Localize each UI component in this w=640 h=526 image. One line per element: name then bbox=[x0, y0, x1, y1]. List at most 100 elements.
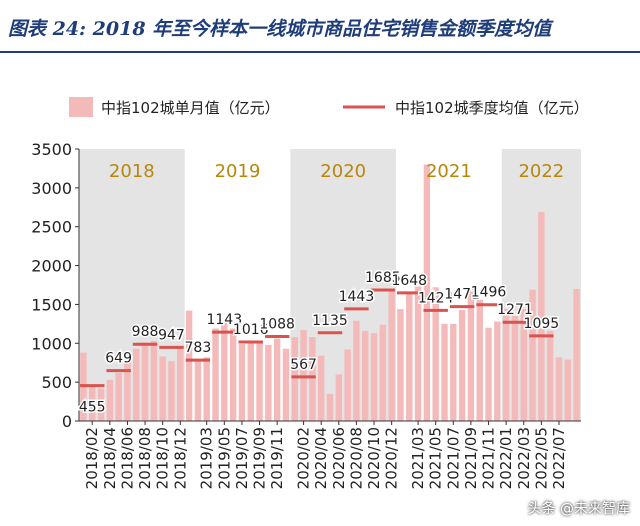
x-tick-label: 2019/03 bbox=[198, 427, 216, 489]
bar-2021/02 bbox=[406, 291, 413, 421]
quarter-avg-label-14: 1424 bbox=[418, 290, 454, 306]
bar-2018/09 bbox=[150, 340, 158, 421]
quarter-avg-label-4: 947 bbox=[158, 327, 185, 343]
quarter-avg-label-15: 1471 bbox=[444, 287, 480, 303]
bar-2022/02 bbox=[511, 316, 519, 421]
bar-2021/08 bbox=[458, 309, 466, 421]
bar-2020/03 bbox=[309, 337, 316, 421]
y-tick-label: 3000 bbox=[31, 179, 72, 198]
year-label-2021: 2021 bbox=[426, 161, 472, 182]
bar-2022/03 bbox=[520, 309, 527, 421]
bar-2019/12 bbox=[282, 348, 290, 421]
quarter-avg-label-9: 567 bbox=[290, 357, 317, 373]
x-tick-label: 2018/04 bbox=[101, 427, 119, 489]
bar-2022/09 bbox=[573, 288, 580, 421]
year-label-2022: 2022 bbox=[518, 161, 564, 182]
bar-2020/05 bbox=[326, 393, 334, 421]
quarter-avg-label-8: 1088 bbox=[259, 316, 295, 332]
bar-2019/11 bbox=[273, 338, 281, 421]
bar-2022/06 bbox=[546, 330, 554, 421]
bar-2021/09 bbox=[467, 288, 475, 421]
x-tick-label: 2018/10 bbox=[154, 427, 172, 489]
bar-2021/10 bbox=[476, 299, 483, 421]
x-tick-label: 2022/05 bbox=[532, 427, 550, 489]
legend-bar-swatch bbox=[69, 97, 93, 117]
bar-2020/10 bbox=[370, 333, 378, 421]
bar-2018/04 bbox=[106, 379, 114, 421]
quarter-avg-label-7: 1016 bbox=[233, 322, 269, 338]
quarter-avg-label-6: 1143 bbox=[206, 312, 242, 328]
x-tick-label: 2020/02 bbox=[295, 427, 313, 489]
x-tick-label: 2018/08 bbox=[136, 427, 154, 489]
quarter-avg-label-17: 1271 bbox=[497, 302, 533, 318]
x-tick-label: 2020/04 bbox=[312, 427, 330, 489]
bar-2020/11 bbox=[379, 324, 387, 421]
x-tick-label: 2018/02 bbox=[83, 427, 101, 489]
x-tick-label: 2021/05 bbox=[427, 427, 445, 489]
bar-2021/12 bbox=[494, 321, 501, 421]
x-tick-label: 2019/11 bbox=[268, 427, 286, 489]
bar-2020/01 bbox=[291, 337, 298, 421]
y-tick-label: 1500 bbox=[31, 295, 72, 314]
bar-2020/04 bbox=[317, 355, 325, 421]
quarter-avg-label-18: 1095 bbox=[524, 316, 560, 332]
legend[interactable]: 中指102城单月值（亿元） 中指102城季度均值（亿元） bbox=[69, 97, 589, 117]
bar-2021/04 bbox=[423, 164, 431, 422]
bar-2021/05 bbox=[432, 287, 439, 421]
bar-2019/07 bbox=[238, 344, 246, 421]
y-tick-label: 3500 bbox=[31, 140, 72, 159]
bar-2018/10 bbox=[159, 356, 166, 421]
x-tick-label: 2018/06 bbox=[118, 427, 136, 489]
bar-2019/08 bbox=[247, 343, 254, 421]
quarter-avg-label-11: 1443 bbox=[339, 289, 375, 305]
bar-2019/02 bbox=[194, 360, 202, 421]
quarterly-avg-lines bbox=[80, 288, 554, 388]
bar-2022/08 bbox=[564, 359, 571, 421]
quarter-avg-label-10: 1135 bbox=[312, 313, 348, 329]
x-tick-label: 2021/11 bbox=[480, 427, 498, 489]
x-tick-label: 2021/07 bbox=[444, 427, 462, 489]
bar-2020/06 bbox=[335, 374, 343, 421]
x-tick-label: 2022/03 bbox=[515, 427, 533, 489]
bar-2022/05 bbox=[538, 211, 545, 421]
quarter-avg-label-1: 455 bbox=[79, 400, 106, 416]
bar-2022/07 bbox=[555, 357, 563, 421]
bar-2018/06 bbox=[124, 359, 131, 421]
quarter-avg-label-3: 988 bbox=[132, 324, 159, 340]
quarter-avg-label-12: 1685 bbox=[365, 270, 401, 286]
x-tick-label: 2020/06 bbox=[330, 427, 348, 489]
bar-2018/02 bbox=[89, 385, 96, 421]
x-tick-label: 2019/05 bbox=[215, 427, 233, 489]
x-tick-label: 2018/12 bbox=[171, 427, 189, 489]
quarter-avg-label-13: 1648 bbox=[391, 273, 427, 289]
year-label-2019: 2019 bbox=[215, 161, 261, 182]
year-label-2018: 2018 bbox=[109, 161, 155, 182]
bar-2021/01 bbox=[397, 309, 404, 421]
x-tick-label: 2021/03 bbox=[409, 427, 427, 489]
bar-2021/11 bbox=[485, 327, 492, 421]
year-label-2020: 2020 bbox=[320, 161, 366, 182]
bar-2018/07 bbox=[133, 348, 140, 421]
bar-2022/04 bbox=[529, 289, 536, 421]
y-tick-label: 500 bbox=[41, 373, 72, 392]
bar-2018/08 bbox=[141, 342, 149, 421]
y-tick-label: 1000 bbox=[31, 334, 72, 353]
bar-2020/08 bbox=[353, 320, 360, 421]
bar-2019/01 bbox=[185, 310, 193, 421]
year-shade-2018 bbox=[79, 149, 185, 421]
y-tick-label: 0 bbox=[62, 412, 72, 431]
x-tick-label: 2020/10 bbox=[365, 427, 383, 489]
bar-2021/03 bbox=[414, 286, 422, 421]
title-rule bbox=[0, 51, 640, 53]
quarter-avg-label-5: 783 bbox=[185, 340, 212, 356]
y-tick-label: 2000 bbox=[31, 257, 72, 276]
bar-2019/09 bbox=[256, 342, 263, 421]
bar-2019/03 bbox=[203, 357, 210, 421]
bar-2019/06 bbox=[229, 328, 237, 421]
x-tick-label: 2019/07 bbox=[233, 427, 251, 489]
bar-2019/04 bbox=[212, 328, 219, 421]
bar-2021/06 bbox=[441, 323, 448, 421]
bar-2020/07 bbox=[344, 349, 351, 421]
